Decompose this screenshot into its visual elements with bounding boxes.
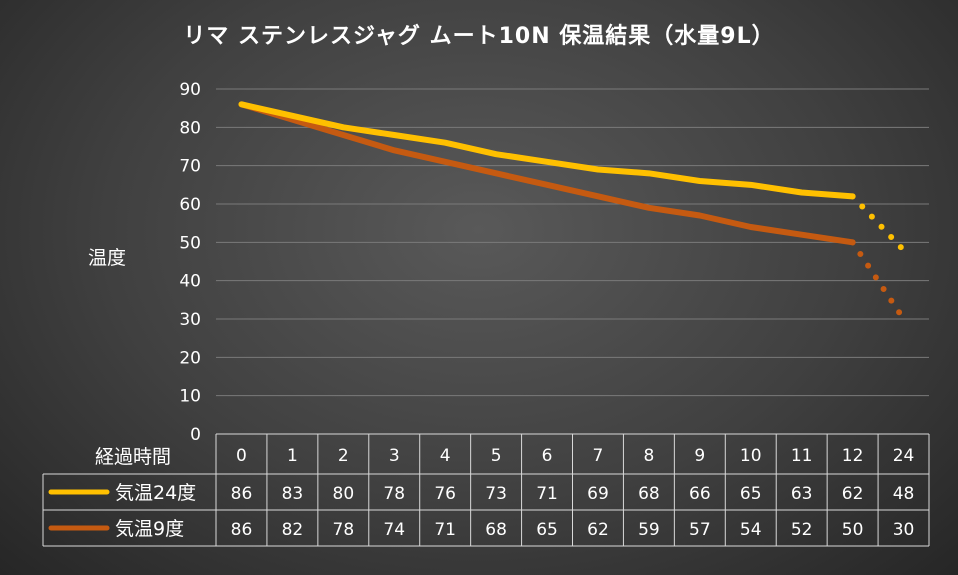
x-tick-label: 5 xyxy=(491,446,502,466)
x-tick-label: 7 xyxy=(593,446,604,466)
table-cell-value: 82 xyxy=(282,520,304,540)
table-cell-value: 78 xyxy=(383,484,405,504)
x-axis-label: 経過時間 xyxy=(95,446,171,468)
table-cell-value: 74 xyxy=(383,520,405,540)
table-cell-value: 59 xyxy=(638,520,660,540)
table-cell-value: 69 xyxy=(587,484,609,504)
table-cell-value: 76 xyxy=(434,484,456,504)
table-cell-value: 78 xyxy=(333,520,355,540)
x-tick-label: 4 xyxy=(440,446,451,466)
y-axis-label: 温度 xyxy=(88,247,127,269)
table-cell-value: 65 xyxy=(536,520,558,540)
table-cell-value: 68 xyxy=(638,484,660,504)
y-tick-label: 30 xyxy=(179,310,201,330)
table-cell-value: 54 xyxy=(740,520,762,540)
y-tick-label: 0 xyxy=(190,425,201,445)
x-tick-label: 1 xyxy=(287,446,298,466)
y-tick-label: 20 xyxy=(179,348,201,368)
x-tick-label: 6 xyxy=(542,446,553,466)
series-dotted-segment xyxy=(849,193,907,253)
table-cell-value: 80 xyxy=(333,484,355,504)
x-tick-label: 10 xyxy=(740,446,762,466)
table-cell-value: 66 xyxy=(689,484,711,504)
chart-title: リマ ステンレスジャグ ムート10N 保温結果（水量9L） xyxy=(183,24,775,49)
table-cell-value: 62 xyxy=(587,520,609,540)
table-cell-value: 57 xyxy=(689,520,711,540)
table-cell-value: 63 xyxy=(791,484,813,504)
x-tick-label: 2 xyxy=(338,446,349,466)
table-cell-value: 50 xyxy=(842,520,864,540)
x-tick-label: 12 xyxy=(842,446,864,466)
y-tick-label: 50 xyxy=(179,233,201,253)
x-tick-label: 3 xyxy=(389,446,400,466)
table-cell-value: 65 xyxy=(740,484,762,504)
y-tick-label: 80 xyxy=(179,118,201,138)
table-cell-value: 62 xyxy=(842,484,864,504)
table-cell-value: 52 xyxy=(791,520,813,540)
table-cell-value: 48 xyxy=(893,484,915,504)
table-cell-value: 83 xyxy=(282,484,304,504)
x-tick-label: 11 xyxy=(791,446,813,466)
table-cell-value: 71 xyxy=(536,484,558,504)
y-tick-label: 70 xyxy=(179,157,201,177)
table-cell-value: 71 xyxy=(434,520,456,540)
table-cell-value: 86 xyxy=(231,520,253,540)
table-cell-value: 30 xyxy=(893,520,915,540)
y-tick-label: 90 xyxy=(179,80,201,100)
table-cell-value: 73 xyxy=(485,484,507,504)
y-tick-label: 60 xyxy=(179,195,201,215)
x-tick-label: 8 xyxy=(643,446,654,466)
legend-label: 気温9度 xyxy=(115,518,184,540)
series-dotted-segment xyxy=(849,239,907,322)
x-tick-label: 9 xyxy=(694,446,705,466)
table-cell-value: 68 xyxy=(485,520,507,540)
y-tick-label: 40 xyxy=(179,272,201,292)
y-tick-label: 10 xyxy=(179,387,201,407)
x-tick-label: 24 xyxy=(893,446,915,466)
table-cell-value: 86 xyxy=(231,484,253,504)
x-tick-label: 0 xyxy=(236,446,247,466)
legend-label: 気温24度 xyxy=(115,482,196,504)
